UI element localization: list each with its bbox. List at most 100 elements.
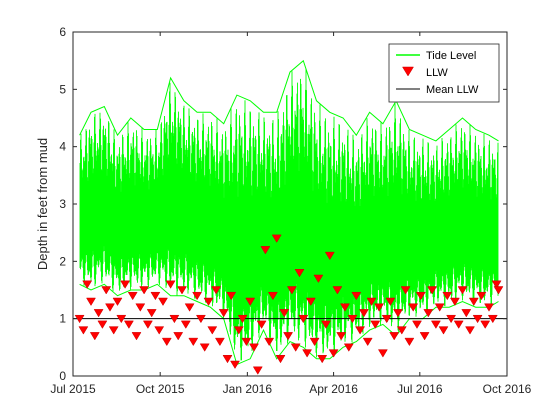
llw-point-97 — [442, 291, 453, 301]
llw-point-4 — [89, 332, 100, 341]
legend: Tide Level LLW Mean LLW — [388, 43, 500, 103]
llw-point-106 — [476, 291, 487, 301]
llw-point-36 — [211, 286, 222, 295]
x-tick-label-0: Jul 2015 — [50, 382, 96, 396]
llw-point-20 — [150, 291, 161, 301]
llw-point-46 — [249, 343, 259, 352]
llw-point-90 — [415, 291, 426, 301]
llw-point-104 — [468, 297, 479, 306]
llw-point-6 — [97, 320, 108, 329]
llw-point-98 — [446, 314, 457, 324]
llw-point-8 — [105, 303, 115, 312]
x-tick-label-1: Oct 2015 — [136, 382, 185, 396]
llw-point-47 — [252, 366, 263, 375]
llw-point-63 — [313, 274, 324, 283]
llw-point-99 — [449, 297, 460, 306]
llw-point-111 — [493, 286, 504, 295]
llw-point-56 — [286, 286, 297, 295]
llw-point-60 — [302, 349, 313, 358]
llw-point-45 — [245, 297, 256, 306]
llw-point-65 — [321, 320, 331, 329]
llw-point-107 — [480, 320, 491, 329]
llw-point-40 — [226, 291, 237, 301]
llw-point-3 — [86, 297, 96, 306]
llw-point-110 — [491, 280, 502, 289]
llw-point-87 — [404, 337, 415, 347]
llw-point-66 — [324, 251, 335, 261]
llw-point-28 — [180, 320, 191, 329]
y-tick-label-6: 6 — [59, 25, 66, 39]
llw-point-49 — [260, 246, 271, 255]
llw-point-51 — [267, 291, 278, 301]
llw-point-101 — [457, 286, 468, 295]
llw-point-10 — [112, 297, 123, 306]
llw-point-88 — [408, 303, 419, 312]
llw-point-48 — [256, 320, 267, 329]
llw-point-79 — [374, 303, 385, 312]
llw-point-102 — [461, 309, 472, 318]
llw-point-29 — [184, 303, 195, 312]
llw-point-73 — [351, 291, 362, 301]
llw-point-58 — [294, 269, 305, 278]
llw-point-50 — [264, 337, 275, 347]
tide-level-series — [79, 69, 499, 361]
llw-point-84 — [393, 309, 403, 318]
llw-point-103 — [465, 326, 475, 335]
llw-point-32 — [195, 314, 206, 324]
llw-point-94 — [430, 320, 441, 329]
llw-point-68 — [332, 286, 343, 295]
llw-point-71 — [343, 343, 354, 352]
llw-point-35 — [207, 326, 218, 335]
legend-tide-level-label: Tide Level — [426, 50, 476, 62]
llw-point-37 — [214, 337, 225, 347]
llw-point-86 — [400, 286, 411, 295]
y-tick-label-3: 3 — [59, 197, 66, 211]
llw-point-74 — [355, 326, 366, 335]
llw-point-17 — [139, 286, 150, 295]
llw-point-0 — [74, 314, 85, 324]
llw-point-67 — [328, 349, 339, 358]
llw-point-26 — [173, 332, 184, 341]
llw-point-83 — [389, 332, 400, 341]
legend-llw-label: LLW — [426, 67, 448, 79]
y-tick-label-4: 4 — [59, 140, 66, 154]
llw-point-76 — [362, 337, 373, 347]
llw-point-92 — [423, 309, 434, 318]
llw-point-54 — [279, 309, 290, 318]
axis-ticks-layer: 0 1 2 3 4 5 6 Jul 2015 Oct 2015 Jan 2016 Apr 2016 J… — [50, 25, 531, 396]
llw-point-85 — [396, 326, 407, 335]
llw-point-43 — [237, 314, 248, 324]
llw-point-93 — [427, 286, 438, 295]
x-tick-label-3: Apr 2016 — [309, 382, 358, 396]
llw-point-100 — [453, 320, 464, 329]
llw-point-15 — [131, 332, 142, 341]
llw-point-59 — [298, 314, 309, 324]
llw-point-91 — [419, 332, 430, 341]
y-tick-label-0: 0 — [59, 369, 66, 383]
llw-point-105 — [472, 314, 483, 324]
llw-point-7 — [101, 286, 112, 295]
llw-point-38 — [218, 309, 229, 318]
llw-point-61 — [305, 297, 316, 306]
llw-point-34 — [203, 297, 214, 306]
x-tick-label-5: Oct 2016 — [483, 382, 532, 396]
legend-mean-llw-label: Mean LLW — [426, 84, 479, 96]
llw-point-81 — [381, 314, 392, 324]
llw-point-64 — [317, 355, 328, 364]
llw-point-44 — [241, 337, 252, 347]
llw-point-55 — [283, 332, 294, 341]
llw-point-22 — [158, 297, 168, 306]
llw-point-53 — [275, 355, 286, 364]
x-tick-label-4: Jul 2016 — [397, 382, 443, 396]
llw-point-95 — [434, 303, 445, 312]
llw-point-33 — [199, 343, 210, 352]
llw-point-69 — [336, 332, 347, 341]
llw-point-109 — [487, 314, 498, 324]
llw-point-30 — [188, 337, 199, 347]
llw-point-1 — [78, 326, 89, 335]
llw-point-52 — [271, 234, 282, 243]
llw-scatter-layer — [74, 234, 504, 375]
llw-point-77 — [366, 297, 377, 306]
